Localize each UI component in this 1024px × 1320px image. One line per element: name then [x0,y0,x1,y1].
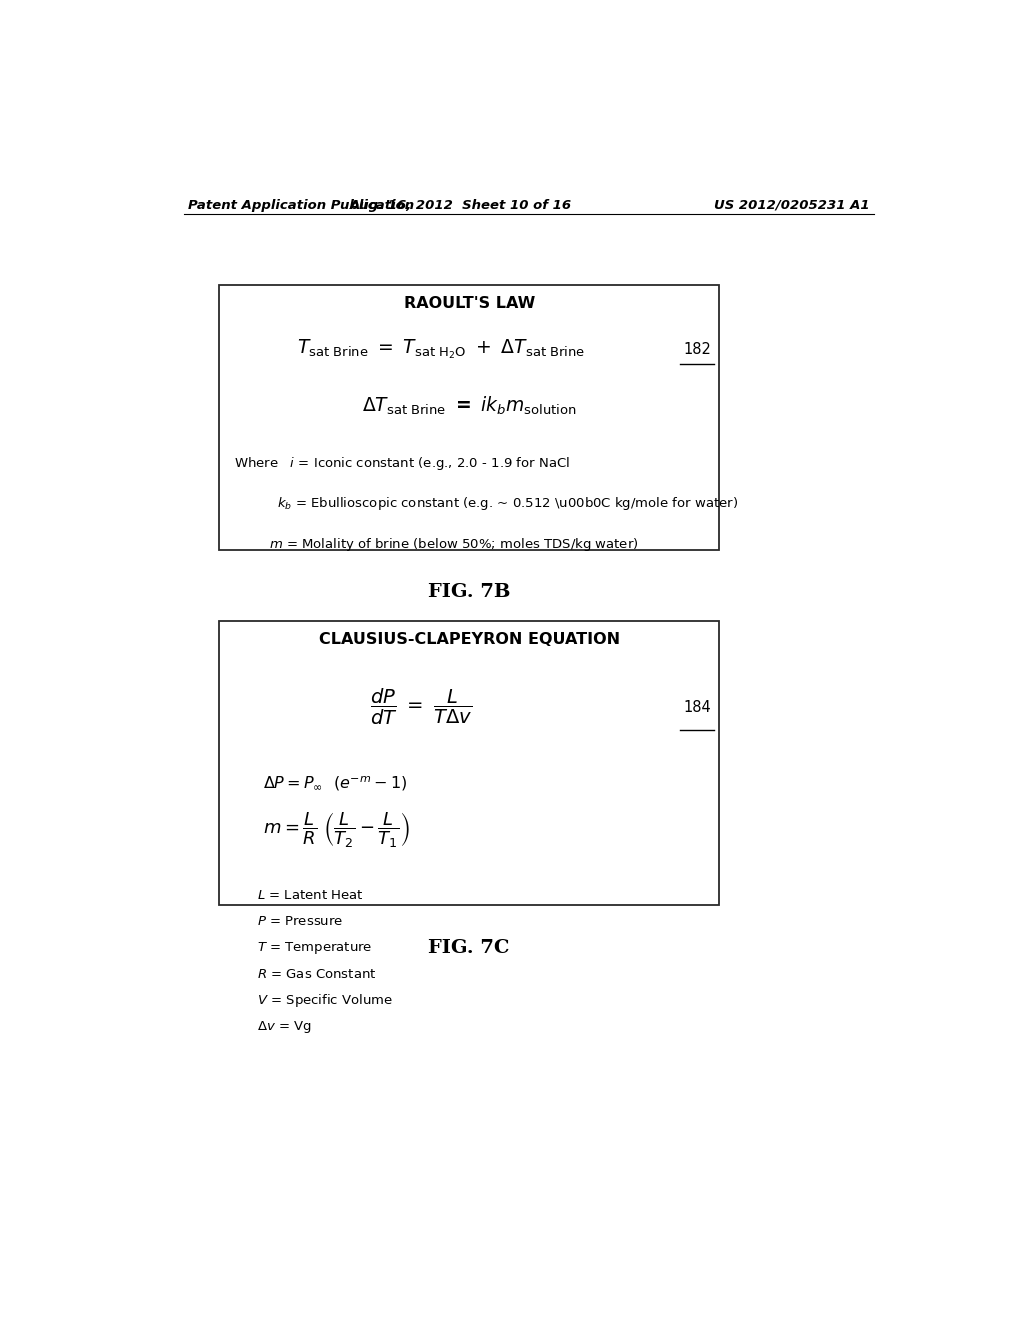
Text: Where   $i$ = Iconic constant (e.g., 2.0 - 1.9 for NaCl: Where $i$ = Iconic constant (e.g., 2.0 -… [233,455,569,471]
Text: $T_{\mathsf{sat\ Brine}}\ =\ T_{\mathsf{sat\ H_2O}}\ +\ \Delta T_{\mathsf{sat\ B: $T_{\mathsf{sat\ Brine}}\ =\ T_{\mathsf{… [297,338,586,362]
Text: 184: 184 [683,700,711,714]
Text: 182: 182 [683,342,711,356]
Bar [219,285,719,549]
Text: RAOULT'S LAW: RAOULT'S LAW [403,296,535,312]
Text: Aug. 16, 2012  Sheet 10 of 16: Aug. 16, 2012 Sheet 10 of 16 [350,198,572,211]
Text: $R$ = Gas Constant: $R$ = Gas Constant [257,968,377,981]
Bar [219,620,719,906]
Text: $L$ = Latent Heat: $L$ = Latent Heat [257,888,365,902]
Text: $P$ = Pressure: $P$ = Pressure [257,915,344,928]
Text: FIG. 7C: FIG. 7C [428,939,510,957]
Text: Patent Application Publication: Patent Application Publication [187,198,414,211]
Text: $\Delta P = P_{\infty}\ \ (e^{-m} - 1)$: $\Delta P = P_{\infty}\ \ (e^{-m} - 1)$ [263,775,408,793]
Text: US 2012/0205231 A1: US 2012/0205231 A1 [715,198,870,211]
Text: $\Delta T_{\mathsf{sat\ Brine}}\ \mathbf{=}\ ik_b m_{\mathsf{solution}}$: $\Delta T_{\mathsf{sat\ Brine}}\ \mathbf… [361,395,577,417]
Text: $\dfrac{dP}{dT}\ =\ \dfrac{L}{T\Delta v}$: $\dfrac{dP}{dT}\ =\ \dfrac{L}{T\Delta v}… [371,688,473,727]
Text: $\Delta v$ = Vg: $\Delta v$ = Vg [257,1019,312,1035]
Text: $V$ = Specific Volume: $V$ = Specific Volume [257,993,393,1010]
Text: $m$ = Molality of brine (below 50%; moles TDS/kg water): $m$ = Molality of brine (below 50%; mole… [269,536,639,553]
Text: FIG. 7B: FIG. 7B [428,583,511,602]
Text: $T$ = Temperature: $T$ = Temperature [257,940,373,956]
Text: $k_b$ = Ebullioscopic constant (e.g. ~ 0.512 \u00b0C kg/mole for water): $k_b$ = Ebullioscopic constant (e.g. ~ 0… [278,495,738,512]
Text: $m = \dfrac{L}{R}\ \left(\dfrac{L}{T_2} - \dfrac{L}{T_1}\right)$: $m = \dfrac{L}{R}\ \left(\dfrac{L}{T_2} … [263,809,410,849]
Text: CLAUSIUS-CLAPEYRON EQUATION: CLAUSIUS-CLAPEYRON EQUATION [318,632,620,647]
